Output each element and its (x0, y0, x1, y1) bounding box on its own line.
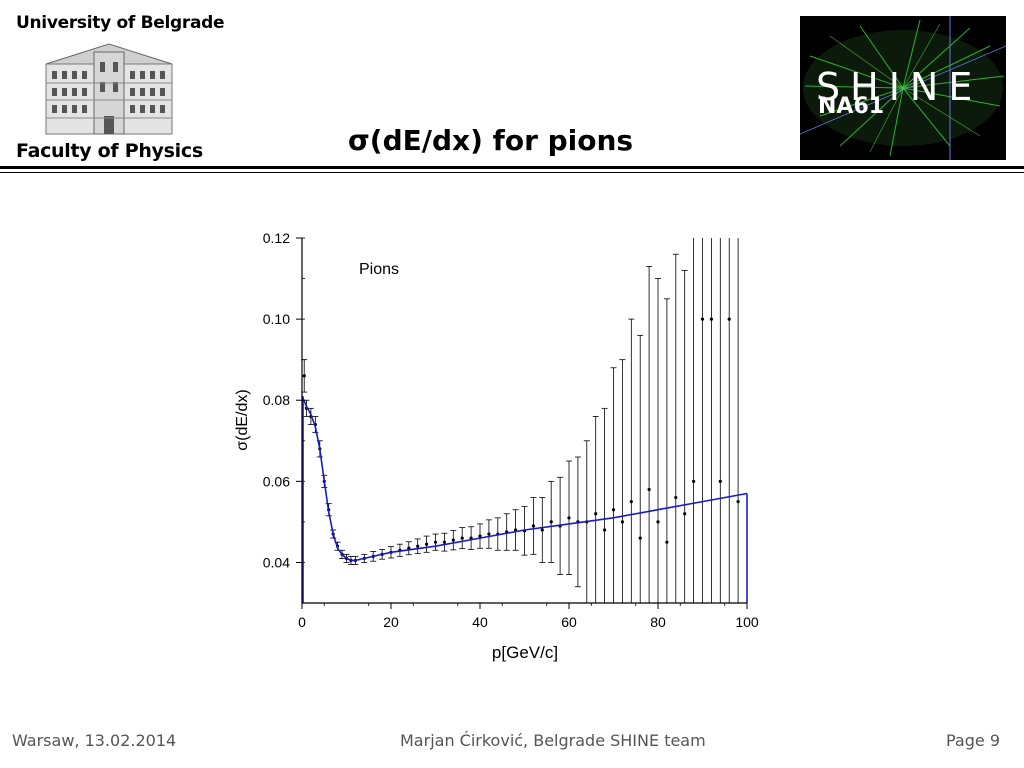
data-point (451, 538, 455, 542)
data-point (594, 512, 598, 516)
data-point (531, 524, 535, 528)
y-tick-label: 0.06 (263, 473, 290, 489)
data-point (478, 534, 482, 538)
data-point (416, 544, 420, 548)
data-point (709, 317, 713, 321)
university-name: University of Belgrade (16, 13, 225, 33)
logo-experiment: NA61 (818, 94, 885, 119)
data-point (647, 487, 651, 492)
x-tick-label: 100 (735, 614, 759, 630)
logo-tracks-image (800, 16, 1006, 160)
fit-line (301, 395, 748, 562)
data-point (425, 542, 429, 546)
data-point (665, 540, 669, 544)
plot-marks (301, 238, 748, 604)
chart-axes: 0 20 40 60 80 100 0.04 0.06 0.08 0.10 0.12 (263, 230, 759, 630)
x-axis-label: p[GeV/c] (492, 643, 558, 662)
data-point (603, 528, 607, 532)
slide-title: σ(dE/dx) for pions (348, 124, 634, 157)
x-tick-label: 80 (650, 614, 666, 630)
data-point (683, 512, 687, 516)
footer-location-date: Warsaw, 13.02.2014 (12, 731, 177, 750)
x-tick-label: 40 (472, 614, 488, 630)
data-point (487, 532, 491, 536)
data-point (302, 374, 306, 378)
y-tick-label: 0.12 (263, 230, 290, 246)
shine-logo: SHINE NA61 (800, 16, 1006, 160)
header-rule-thick (0, 166, 1024, 169)
footer-page-number: Page 9 (946, 731, 1000, 750)
data-point (433, 540, 438, 544)
header-rule-thin (0, 172, 1024, 173)
data-point (540, 528, 544, 532)
data-point (460, 536, 464, 540)
data-point (727, 317, 731, 321)
data-point (442, 540, 446, 544)
data-point (674, 495, 678, 500)
data-point (736, 500, 740, 504)
footer-author: Marjan Ćirković, Belgrade SHINE team (400, 731, 706, 750)
data-point (611, 508, 616, 512)
data-point (656, 520, 660, 524)
data-point (620, 520, 624, 524)
y-axis-label: σ(dE/dx) (234, 389, 251, 450)
sigma-dedx-chart: 0 20 40 60 80 100 0.04 0.06 0.08 0.10 0.12 Pions p… (234, 230, 759, 662)
chart-annotation: Pions (359, 261, 399, 278)
faculty-name: Faculty of Physics (16, 140, 203, 162)
x-tick-label: 20 (383, 614, 399, 630)
university-building-image (44, 38, 174, 136)
data-point (629, 500, 633, 504)
y-tick-label: 0.04 (263, 554, 290, 570)
x-tick-label: 0 (298, 614, 306, 630)
x-tick-label: 60 (561, 614, 577, 630)
logo-wordmark: SHINE (816, 65, 983, 109)
data-point (700, 317, 705, 321)
y-tick-label: 0.08 (263, 392, 290, 408)
data-point (567, 516, 571, 520)
y-tick-label: 0.10 (263, 311, 290, 327)
data-point (638, 536, 642, 540)
data-point (692, 479, 696, 483)
data-point (549, 520, 553, 524)
data-point (718, 479, 722, 483)
